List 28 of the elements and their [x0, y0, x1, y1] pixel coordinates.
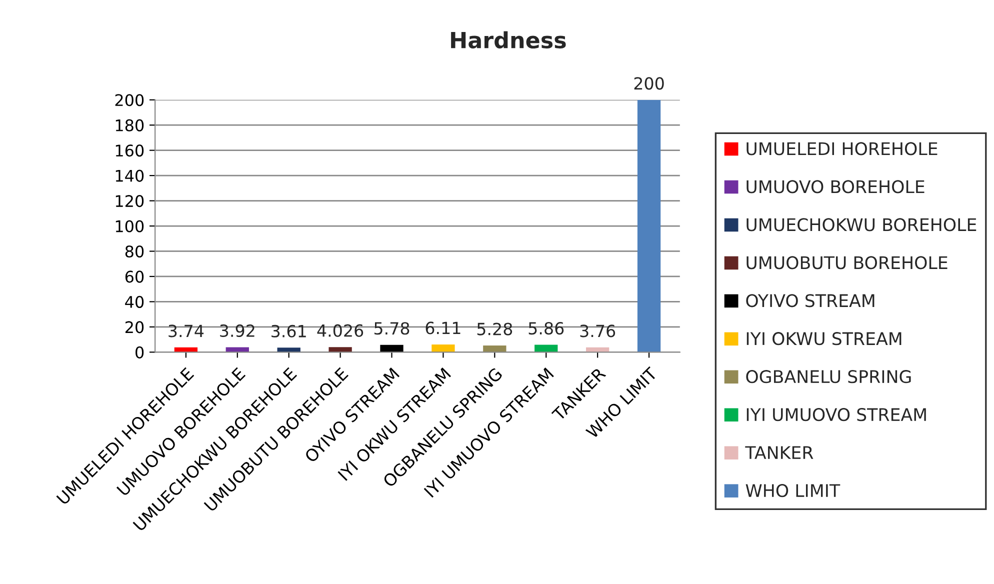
y-tick-label: 120: [116, 194, 144, 208]
data-label: 5.78: [374, 322, 410, 335]
legend-label: IYI OKWU STREAM: [746, 332, 902, 346]
y-tick-label: 80: [125, 245, 144, 258]
legend-label: OYIVO STREAM: [746, 294, 874, 308]
data-label: 4.026: [317, 324, 364, 337]
data-label: 5.28: [477, 322, 512, 336]
legend-label: UMUELEDI HOREHOLE: [746, 142, 938, 156]
legend-label: UMUOBUTU BOREHOLE: [746, 256, 948, 270]
y-tick-label: 140: [116, 170, 144, 182]
y-tick-label: 100: [116, 220, 144, 232]
legend-label: UMUOVO BOREHOLE: [746, 180, 924, 194]
data-label: 3.92: [220, 324, 254, 338]
y-tick-label: 160: [116, 144, 144, 157]
y-tick-label: 0: [136, 346, 144, 358]
y-tick-label: 20: [125, 321, 144, 334]
y-tick-label: 40: [125, 296, 144, 308]
data-label: 5.86: [528, 322, 564, 335]
data-label: 3.76: [580, 324, 616, 338]
y-tick-label: 60: [125, 270, 144, 283]
data-label: 6.11: [426, 322, 460, 334]
data-label: 200: [634, 77, 664, 90]
y-tick-label: 180: [116, 119, 144, 132]
chart-title: Hardness: [451, 31, 566, 48]
data-label: 3.74: [168, 324, 204, 338]
y-tick-label: 200: [115, 94, 144, 106]
data-label: 3.61: [272, 324, 306, 338]
legend-label: UMUECHOKWU BOREHOLE: [746, 218, 976, 232]
